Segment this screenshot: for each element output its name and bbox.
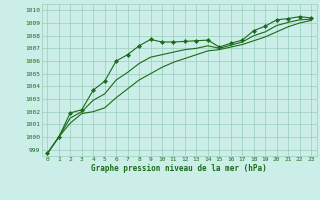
X-axis label: Graphe pression niveau de la mer (hPa): Graphe pression niveau de la mer (hPa): [91, 164, 267, 173]
